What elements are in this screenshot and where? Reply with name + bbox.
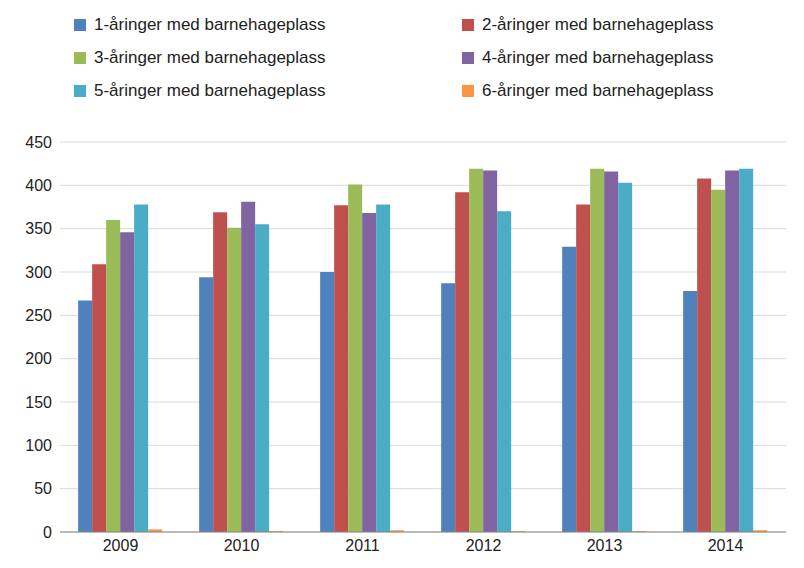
svg-text:250: 250	[25, 307, 52, 324]
svg-text:350: 350	[25, 220, 52, 237]
html-text:1-åringer med barnehageplass: 1-åringer med barnehageplass	[94, 14, 326, 34]
svg-text:150: 150	[25, 394, 52, 411]
svg-text:400: 400	[25, 177, 52, 194]
html-text:3-åringer med barnehageplass: 3-åringer med barnehageplass	[94, 47, 326, 67]
html-text:6-åringer med barnehageplass: 6-åringer med barnehageplass	[482, 80, 714, 100]
html-text:2-åringer med barnehageplass: 2-åringer med barnehageplass	[482, 14, 714, 34]
svg-text:2009: 2009	[103, 537, 139, 554]
svg-text:2014: 2014	[708, 537, 744, 554]
svg-text:0: 0	[43, 524, 52, 541]
svg-text:2010: 2010	[224, 537, 260, 554]
svg-text:300: 300	[25, 264, 52, 281]
svg-text:2011: 2011	[345, 537, 380, 554]
svg-text:450: 450	[25, 134, 52, 151]
html-text:4-åringer med barnehageplass: 4-åringer med barnehageplass	[482, 47, 714, 67]
svg-text:2013: 2013	[587, 537, 623, 554]
svg-text:50: 50	[34, 480, 52, 497]
html-text:5-åringer med barnehageplass: 5-åringer med barnehageplass	[94, 80, 326, 100]
svg-text:100: 100	[25, 437, 52, 454]
svg-text:2012: 2012	[466, 537, 502, 554]
svg-text:200: 200	[25, 350, 52, 367]
